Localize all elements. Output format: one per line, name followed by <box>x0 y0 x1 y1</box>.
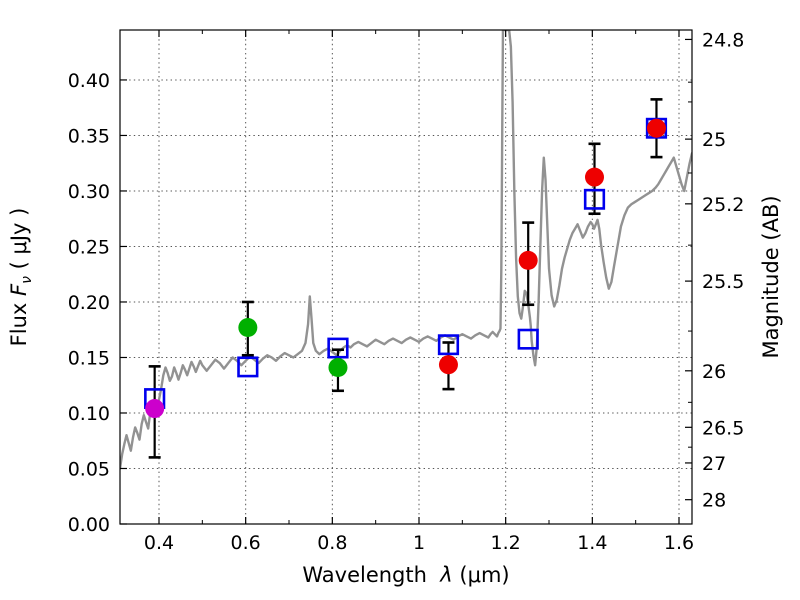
y-tick-label: 0.25 <box>68 236 110 258</box>
model-spectrum-curve <box>120 30 692 470</box>
spectrum-layer <box>120 30 692 470</box>
axis-title-layer: Wavelength λ (μm) Flux Fν ( μJy ) Magnitud… <box>7 195 783 587</box>
model-photometry-square <box>517 328 539 350</box>
model-photometry-square <box>437 334 460 356</box>
axes-frame <box>119 29 693 525</box>
errorbar-layer <box>148 98 663 459</box>
x-tick-label: 1.2 <box>491 532 521 554</box>
y2-tick-label: 25.5 <box>702 271 744 293</box>
y-axis-title: Flux Fν ( μJy ) <box>7 208 35 347</box>
data-point-marker <box>238 318 258 338</box>
x-tick-label: 0.4 <box>144 532 174 554</box>
x-tick-label: 1.6 <box>664 532 694 554</box>
model-photometry-square <box>583 188 606 210</box>
data-point-marker <box>585 167 604 187</box>
x-tick-label: 0.8 <box>317 532 347 554</box>
y-tick-label: 0.05 <box>68 458 110 480</box>
y-tick-label: 0.15 <box>68 347 110 369</box>
tick-label-layer: 0.4 0.6 0.8 1 1.2 1.4 1.6 0.00 0.05 0.10 0.15 0.20 0… <box>68 29 745 554</box>
x-axis-title: Wavelength λ (μm) <box>302 563 509 587</box>
x-tick-label: 1.4 <box>577 532 607 554</box>
model-square-layer <box>144 117 668 410</box>
y-tick-label: 0.35 <box>68 125 110 147</box>
y-tick-label: 0.40 <box>68 70 110 92</box>
y2-tick-label: 27 <box>702 453 726 475</box>
y2-tick-label: 25.2 <box>702 194 744 216</box>
y2-tick-label: 26.5 <box>702 417 744 439</box>
y2-axis-title: Magnitude (AB) <box>759 195 783 358</box>
marker-layer <box>145 118 666 419</box>
data-point-marker <box>328 357 348 377</box>
y2-tick-label: 26 <box>702 361 726 383</box>
y-tick-label: 0.10 <box>68 403 110 425</box>
y-tick-label: 0.00 <box>68 514 110 536</box>
tick-layer <box>120 30 692 525</box>
data-point-marker <box>646 118 666 138</box>
x-tick-label: 1 <box>413 532 425 554</box>
y2-tick-label: 25 <box>702 129 726 151</box>
axis-frame <box>119 29 693 525</box>
grid-layer <box>120 30 692 524</box>
model-photometry-square <box>327 337 349 359</box>
x-tick-label: 0.6 <box>231 532 261 554</box>
y-tick-label: 0.20 <box>68 292 110 314</box>
y2-tick-label: 28 <box>702 490 726 512</box>
y2-tick-label: 24.8 <box>702 29 744 51</box>
data-point-marker <box>438 355 458 375</box>
y-tick-label: 0.30 <box>68 181 110 203</box>
data-point-marker <box>145 399 165 419</box>
data-point-marker <box>518 250 538 270</box>
model-photometry-square <box>237 356 259 378</box>
